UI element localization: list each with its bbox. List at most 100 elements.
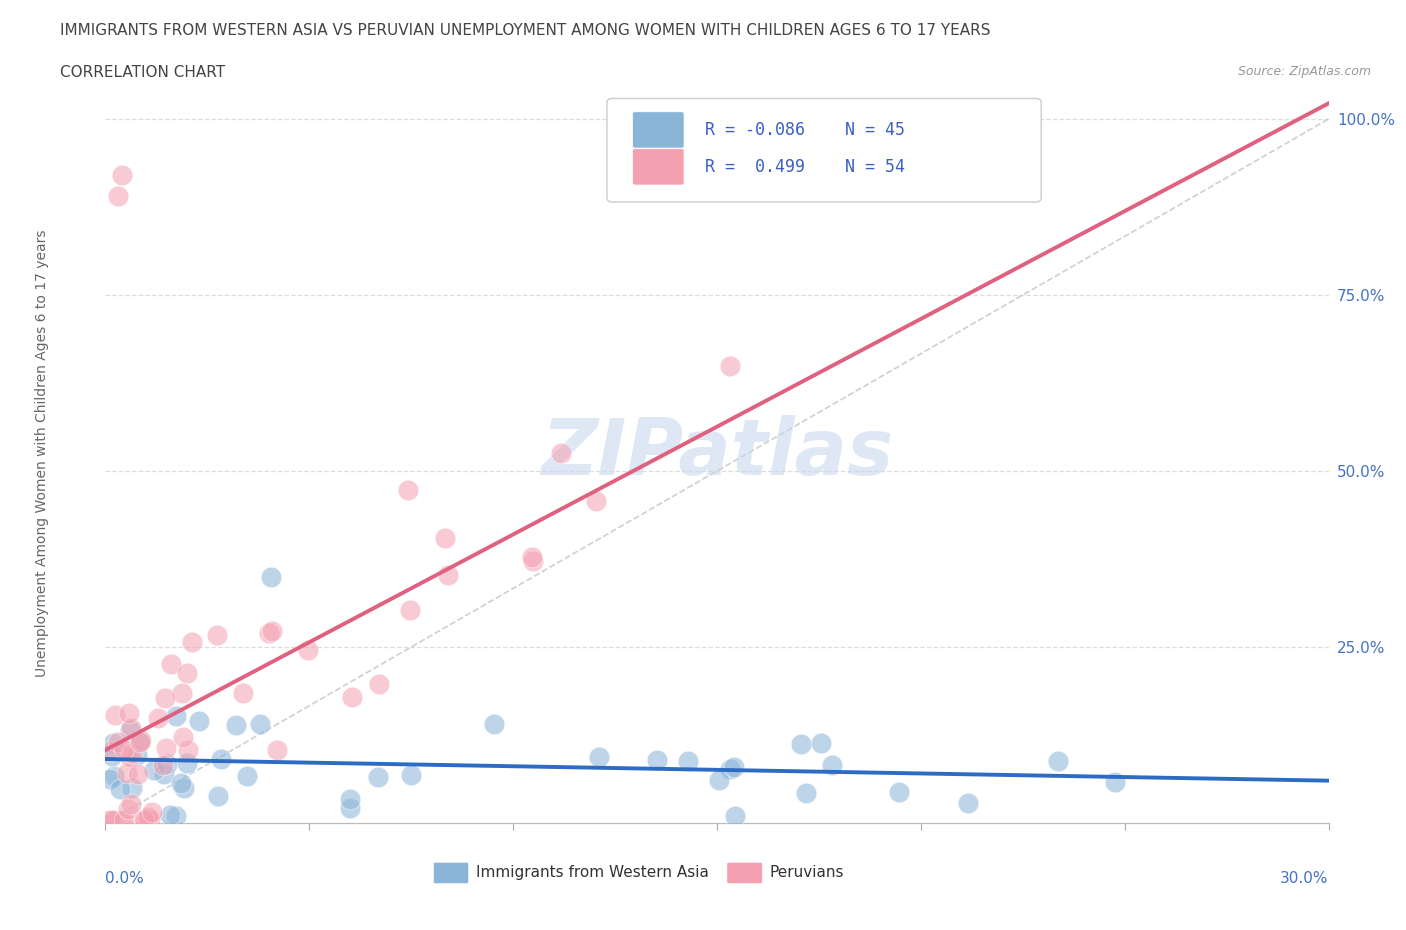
Point <box>159 807 181 822</box>
Point <box>176 665 198 680</box>
Point <box>101 812 124 827</box>
Point <box>118 750 141 764</box>
Point <box>956 795 979 810</box>
Point <box>368 677 391 692</box>
Point <box>146 711 169 725</box>
Point <box>98 812 121 827</box>
Point <box>181 635 204 650</box>
Point <box>718 762 741 777</box>
Text: R = -0.086    N = 45: R = -0.086 N = 45 <box>704 121 905 139</box>
Point <box>1104 775 1126 790</box>
Point <box>127 767 149 782</box>
Point <box>821 758 844 773</box>
Point <box>367 770 389 785</box>
Point <box>173 780 195 795</box>
Point <box>118 706 141 721</box>
Point <box>155 691 177 706</box>
Point <box>112 742 135 757</box>
Point <box>709 773 731 788</box>
Point <box>588 750 610 764</box>
FancyBboxPatch shape <box>727 862 762 883</box>
Point <box>165 709 187 724</box>
Text: ZIPatlas: ZIPatlas <box>541 416 893 491</box>
Point <box>108 781 131 796</box>
Point <box>437 568 460 583</box>
Point <box>112 812 135 827</box>
Point <box>155 740 177 755</box>
Point <box>260 623 283 638</box>
FancyBboxPatch shape <box>633 149 685 185</box>
Point <box>209 751 232 766</box>
Point <box>165 808 187 823</box>
Text: Immigrants from Western Asia: Immigrants from Western Asia <box>477 865 709 880</box>
Point <box>129 735 152 750</box>
Point <box>297 643 319 658</box>
Point <box>118 723 141 737</box>
Point <box>132 812 155 827</box>
Point <box>398 603 420 618</box>
Point <box>156 756 179 771</box>
Point <box>152 757 174 772</box>
Point <box>339 801 361 816</box>
Point <box>676 754 699 769</box>
Point <box>207 788 229 803</box>
Point <box>129 734 152 749</box>
Point <box>645 752 668 767</box>
Point <box>232 685 254 700</box>
Point <box>172 729 194 744</box>
Point <box>134 812 156 827</box>
Point <box>120 721 142 736</box>
Point <box>260 569 283 584</box>
Point <box>101 736 124 751</box>
Point <box>723 759 745 774</box>
Point <box>236 769 259 784</box>
Point <box>117 765 139 780</box>
Point <box>111 167 134 182</box>
Point <box>107 189 129 204</box>
Point <box>520 550 543 565</box>
Point <box>484 716 506 731</box>
Point <box>143 763 166 777</box>
Text: 30.0%: 30.0% <box>1281 871 1329 886</box>
Point <box>121 781 143 796</box>
Point <box>103 768 125 783</box>
Point <box>724 808 747 823</box>
Point <box>172 685 194 700</box>
Text: R =  0.499    N = 54: R = 0.499 N = 54 <box>704 157 905 176</box>
Point <box>225 717 247 732</box>
FancyBboxPatch shape <box>607 99 1042 202</box>
Text: Unemployment Among Women with Children Ages 6 to 17 years: Unemployment Among Women with Children A… <box>35 230 49 677</box>
Point <box>127 748 149 763</box>
Point <box>794 786 817 801</box>
Point <box>177 743 200 758</box>
Point <box>120 796 142 811</box>
Point <box>339 791 361 806</box>
Point <box>98 743 121 758</box>
Point <box>98 771 121 786</box>
FancyBboxPatch shape <box>633 112 685 148</box>
Point <box>139 812 162 827</box>
Point <box>399 767 422 782</box>
Point <box>111 812 134 827</box>
Point <box>131 732 153 747</box>
Text: Source: ZipAtlas.com: Source: ZipAtlas.com <box>1237 65 1371 78</box>
Point <box>107 735 129 750</box>
Point <box>550 445 572 460</box>
FancyBboxPatch shape <box>433 862 468 883</box>
Point <box>136 810 159 825</box>
Text: 0.0%: 0.0% <box>105 871 145 886</box>
Point <box>522 554 544 569</box>
Text: Peruvians: Peruvians <box>769 865 844 880</box>
Point <box>396 483 419 498</box>
Point <box>117 802 139 817</box>
Point <box>718 359 741 374</box>
Point <box>176 756 198 771</box>
Point <box>790 737 813 751</box>
Point <box>266 743 288 758</box>
Point <box>104 708 127 723</box>
Point <box>141 804 163 819</box>
Point <box>434 531 457 546</box>
Point <box>887 784 910 799</box>
Point <box>188 713 211 728</box>
Point <box>160 657 183 671</box>
